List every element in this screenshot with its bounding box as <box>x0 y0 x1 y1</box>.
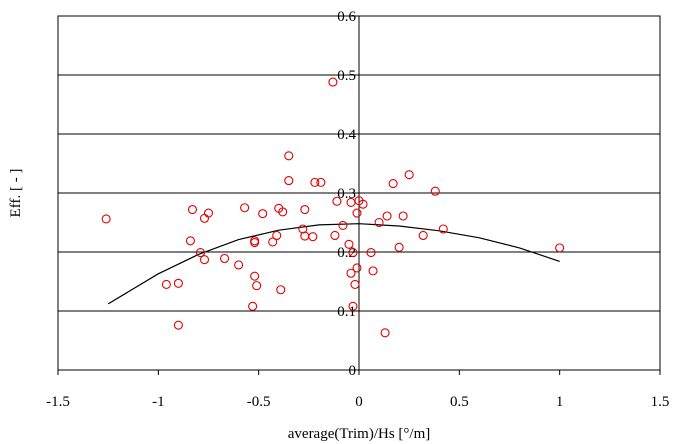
data-point <box>258 209 268 219</box>
data-point <box>366 248 376 258</box>
data-point <box>278 207 288 217</box>
data-point <box>240 203 250 213</box>
y-axis-label: Eff. [ - ] <box>8 169 24 218</box>
data-point <box>388 179 398 189</box>
data-point <box>284 151 294 161</box>
data-point <box>332 196 342 206</box>
data-point <box>374 217 384 228</box>
data-point <box>358 199 368 209</box>
data-point <box>380 328 390 338</box>
data-point <box>350 279 360 290</box>
data-point <box>173 320 183 330</box>
data-point <box>418 230 428 241</box>
y-tick-label: 0.5 <box>337 68 356 84</box>
data-point <box>199 213 210 223</box>
data-point <box>300 231 310 241</box>
data-point <box>250 236 260 246</box>
data-point <box>248 301 258 311</box>
y-tick-label: 0.1 <box>337 304 356 320</box>
x-tick-label: 0 <box>355 394 363 410</box>
x-axis-ticks: -1.5 -1 -0.5 0 0.5 1 1.5 <box>46 370 669 410</box>
data-points <box>101 77 565 338</box>
data-point <box>328 77 338 87</box>
x-tick-label: 1 <box>556 394 564 410</box>
data-point <box>346 268 356 278</box>
data-point <box>284 176 294 186</box>
data-point <box>308 232 318 242</box>
data-point <box>348 248 358 258</box>
data-point <box>272 230 282 241</box>
data-point <box>430 186 440 196</box>
data-point <box>250 271 260 281</box>
data-point <box>268 237 278 247</box>
data-point <box>352 263 362 273</box>
x-axis-label: average(Trim)/Hs [°/m] <box>288 426 431 442</box>
data-point <box>344 239 354 249</box>
y-tick-label: 0 <box>349 363 357 379</box>
data-point <box>185 236 195 246</box>
trend-line <box>107 223 560 305</box>
y-axis-ticks: 00.10.20.30.40.50.6 <box>337 9 363 379</box>
data-point <box>276 285 286 295</box>
data-point <box>438 224 448 234</box>
data-point <box>555 243 565 253</box>
data-point <box>398 211 408 221</box>
data-point <box>203 208 214 218</box>
x-tick-label: -1 <box>152 394 165 410</box>
y-tick-label: 0.4 <box>337 127 356 143</box>
x-tick-label: 0.5 <box>450 394 469 410</box>
x-tick-label: 1.5 <box>651 394 670 410</box>
data-point <box>368 266 378 276</box>
data-point <box>394 242 404 252</box>
data-point <box>330 230 340 241</box>
data-point <box>234 260 244 270</box>
data-point <box>352 208 362 218</box>
data-point <box>300 204 310 215</box>
data-point <box>404 170 414 180</box>
data-point <box>382 211 392 221</box>
data-point <box>348 301 358 311</box>
data-point <box>173 278 183 288</box>
x-tick-label: -1.5 <box>46 394 70 410</box>
trend-line-layer <box>107 223 560 305</box>
data-point <box>250 238 260 248</box>
data-point <box>220 253 230 264</box>
data-point <box>338 220 348 230</box>
x-tick-label: -0.5 <box>247 394 271 410</box>
data-point <box>101 214 111 224</box>
data-point <box>187 204 197 215</box>
data-point <box>252 281 262 291</box>
y-tick-label: 0.6 <box>337 9 356 25</box>
data-point <box>316 177 326 187</box>
data-point <box>161 279 171 290</box>
data-point <box>199 255 210 265</box>
data-point <box>310 177 320 187</box>
data-point <box>195 248 206 258</box>
